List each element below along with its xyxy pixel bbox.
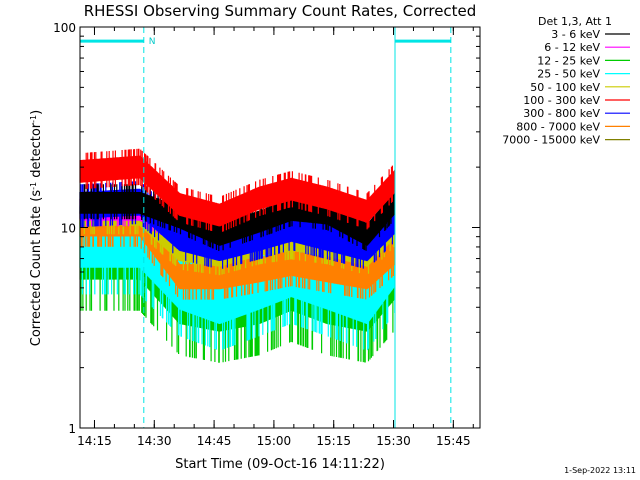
y-tick-label: 100 xyxy=(53,21,76,35)
x-axis-label: Start Time (09-Oct-16 14:11:22) xyxy=(175,457,385,472)
footer-timestamp: 1-Sep-2022 13:11 xyxy=(564,466,636,475)
y-axis: 1 10 100 xyxy=(53,21,480,436)
eclipse-label: N xyxy=(149,37,156,47)
legend-entry-label: 800 - 7000 keV xyxy=(516,120,600,133)
x-tick-label: 15:15 xyxy=(316,434,351,448)
y-tick-label: 10 xyxy=(61,222,76,236)
x-tick-label: 14:15 xyxy=(77,434,112,448)
x-tick-label: 15:00 xyxy=(257,434,292,448)
legend-entry-label: 25 - 50 keV xyxy=(537,68,600,81)
x-tick-label: 14:45 xyxy=(197,434,232,448)
y-tick-label: 1 xyxy=(68,422,76,436)
legend-entry-label: 300 - 800 keV xyxy=(523,107,600,120)
x-tick-label: 15:45 xyxy=(436,434,471,448)
plot-area: N xyxy=(79,27,452,428)
legend-entry-label: 12 - 25 keV xyxy=(537,54,600,67)
legend-header: Det 1,3, Att 1 xyxy=(538,15,612,28)
legend-entry-label: 7000 - 15000 keV xyxy=(502,134,600,147)
y-axis-label: Corrected Count Rate (s-1 detector-1) xyxy=(29,110,45,346)
x-tick-label: 15:30 xyxy=(376,434,411,448)
x-axis: 14:15 14:30 14:45 15:00 15:15 15:30 15:45 xyxy=(77,27,474,448)
legend-entry-label: 50 - 100 keV xyxy=(530,81,600,94)
legend-entry-label: 6 - 12 keV xyxy=(544,41,600,54)
x-tick-label: 14:30 xyxy=(137,434,172,448)
legend-entry-label: 100 - 300 keV xyxy=(523,94,600,107)
legend-entry-label: 3 - 6 keV xyxy=(551,28,600,41)
chart-title: RHESSI Observing Summary Count Rates, Co… xyxy=(84,2,477,20)
